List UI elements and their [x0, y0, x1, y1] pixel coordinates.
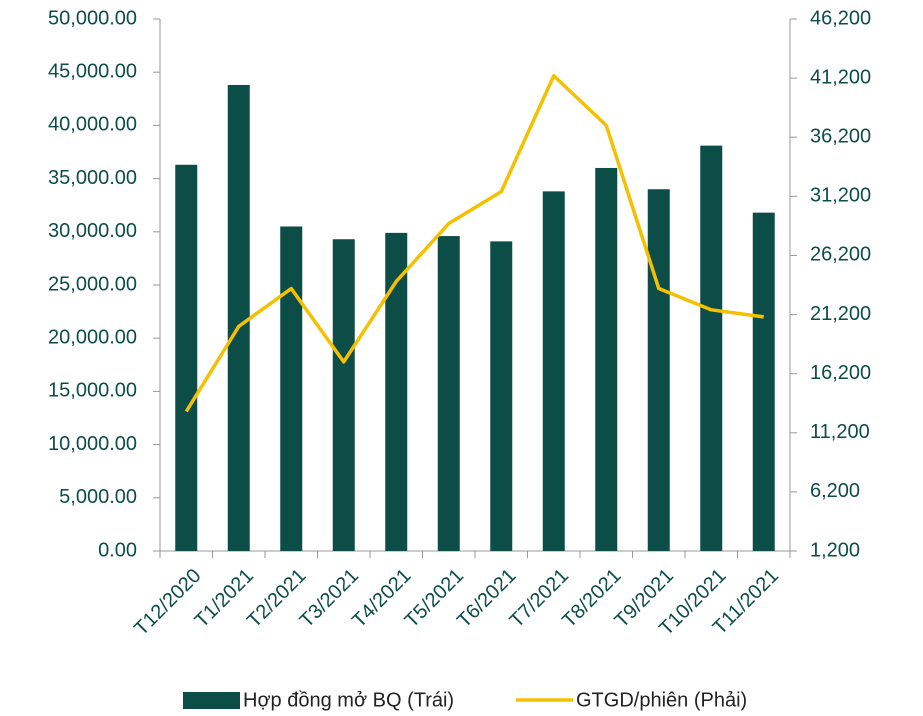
- y-tick-label: 25,000.00: [48, 273, 137, 295]
- bar: [175, 164, 198, 551]
- y-tick-label: 45,000.00: [48, 60, 137, 82]
- legend-label: GTGD/phiên (Phải): [576, 689, 747, 711]
- legend-label: Hợp đồng mở BQ (Trái): [243, 689, 454, 711]
- line: [184, 73, 764, 413]
- bar: [437, 236, 460, 551]
- bar: [332, 239, 355, 552]
- y-tick-label: 30,000.00: [48, 220, 137, 242]
- y-tick-label: 0.00: [98, 539, 137, 561]
- y-tick-label: 40,000.00: [48, 114, 137, 136]
- bar: [647, 189, 670, 552]
- y-tick-label: 5,000.00: [59, 486, 137, 508]
- x-tick-label: T12/2020: [130, 565, 205, 640]
- bar: [752, 212, 775, 551]
- bar: [595, 167, 618, 551]
- bar: [385, 232, 408, 551]
- y-tick-label: 35,000.00: [48, 167, 137, 189]
- y2-tick-label: 36,200: [810, 126, 871, 148]
- y2-tick-label: 16,200: [810, 362, 871, 384]
- bar: [700, 145, 723, 551]
- y2-tick-label: 11,200: [810, 421, 870, 443]
- bar: [490, 241, 513, 551]
- y2-tick-label: 21,200: [810, 303, 871, 325]
- y2-tick-label: 31,200: [810, 185, 871, 207]
- y2-tick-label: 41,200: [810, 66, 871, 88]
- legend-swatch: [183, 692, 240, 709]
- bar: [227, 84, 250, 551]
- y-tick-label: 10,000.00: [48, 433, 137, 455]
- y-tick-label: 15,000.00: [48, 380, 137, 402]
- y2-tick-label: 26,200: [810, 244, 871, 266]
- y-tick-label: 20,000.00: [48, 326, 137, 348]
- y-tick-label: 50,000.00: [48, 7, 137, 29]
- y2-tick-label: 6,200: [810, 480, 860, 502]
- y2-tick-label: 46,200: [810, 7, 871, 29]
- bar: [542, 191, 565, 552]
- bar: [280, 226, 303, 552]
- y2-tick-label: 1,200: [810, 539, 860, 561]
